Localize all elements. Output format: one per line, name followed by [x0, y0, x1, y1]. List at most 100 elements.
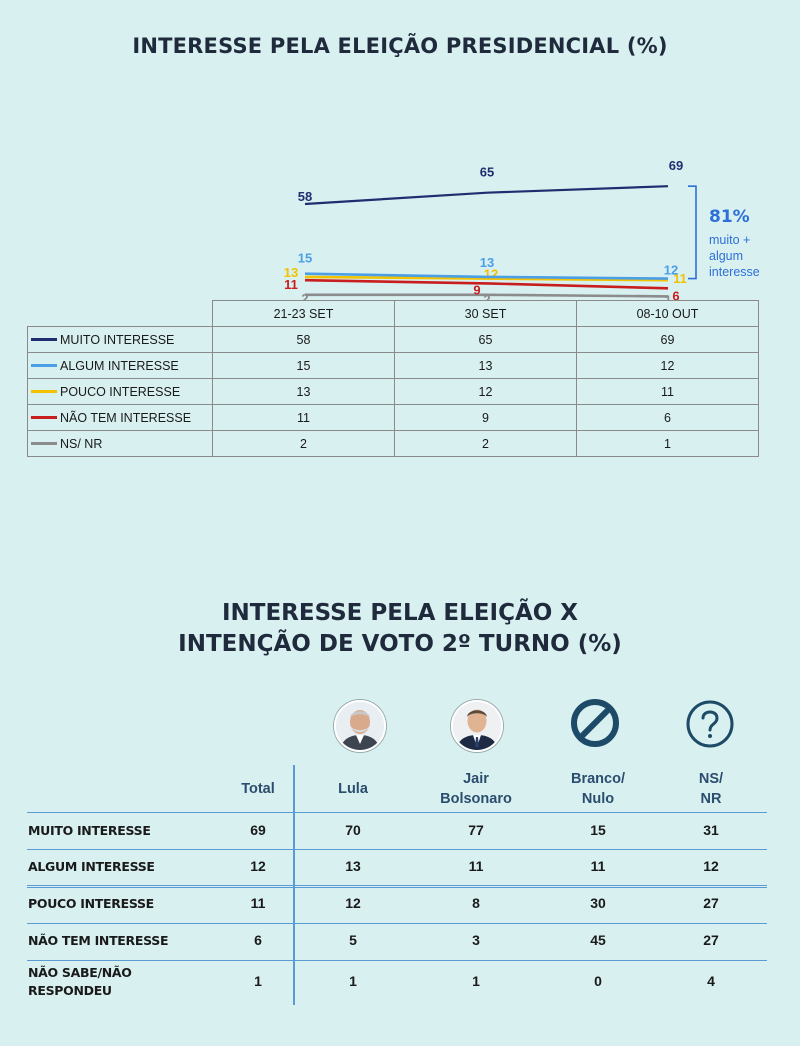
data-label-s2-p2: 13: [480, 255, 494, 270]
table-row-divider: [27, 923, 767, 924]
table-cell: 12: [345, 895, 361, 911]
annotation-bracket: [688, 185, 697, 280]
table-row-label: POUCO INTERESSE: [28, 896, 154, 911]
annotation-value: 81%: [709, 207, 750, 227]
legend-swatch: [31, 441, 57, 445]
series-line-2: [304, 272, 669, 280]
table-cell: 31: [703, 822, 719, 838]
data-table-cell: 12: [576, 352, 759, 379]
data-table-cell: 12: [394, 378, 577, 405]
table-row-divider: [27, 849, 767, 850]
data-label-s5-p3: 1: [664, 292, 671, 300]
legend-swatch: [31, 337, 57, 341]
table-cell: 5: [349, 932, 357, 948]
data-label-s3-p1: 13: [284, 265, 298, 280]
table-column-header: Total: [241, 781, 275, 797]
data-table-row: POUCO INTERESSE 13 12 11: [27, 378, 759, 405]
data-table-row: MUITO INTERESSE 58 65 69: [27, 326, 759, 353]
table-cell: 30: [590, 895, 606, 911]
table-cell: 11: [250, 895, 266, 911]
data-label-s4-p3: 6: [672, 288, 679, 300]
table-title-line-1: INTERESSE PELA ELEIÇÃO X: [221, 600, 579, 626]
series-line-4: [304, 278, 669, 290]
annotation-text-1: muito +: [709, 233, 750, 247]
data-table-cell: 11: [212, 404, 395, 431]
table-cell: 11: [590, 858, 606, 874]
legend-label: POUCO INTERESSE: [60, 384, 181, 399]
data-table-row-header: POUCO INTERESSE: [27, 378, 213, 405]
table-row-label: MUITO INTERESSE: [28, 823, 151, 838]
table-row-divider: [27, 960, 767, 961]
data-label-s5-p1: 2: [301, 291, 308, 300]
table-cell: 11: [468, 858, 484, 874]
data-table-cell: 69: [576, 326, 759, 353]
table-column-header: NS/NR: [698, 771, 724, 807]
data-table-row: ALGUM INTERESSE 15 13 12: [27, 352, 759, 379]
data-table-cell: 13: [394, 352, 577, 379]
table-cell: 69: [250, 822, 266, 838]
data-label-s1-p1: 58: [298, 189, 312, 204]
legend-label: NÃO TEM INTERESSE: [60, 410, 192, 425]
data-table-row: NS/ NR 2 2 1: [27, 430, 759, 457]
table-cell: 15: [590, 822, 606, 838]
data-table-cell: 65: [394, 326, 577, 353]
table-title: INTERESSE PELA ELEIÇÃO X INTENÇÃO DE VOT…: [0, 598, 800, 660]
table-column-header: Branco/Nulo: [571, 771, 625, 807]
data-table-row-header: NS/ NR: [27, 430, 213, 457]
table-cell: 27: [703, 895, 719, 911]
table-title-line-2: INTENÇÃO DE VOTO 2º TURNO (%): [178, 631, 622, 657]
legend-swatch: [31, 363, 57, 367]
table-cell: 6: [254, 932, 262, 948]
table-cell: 3: [472, 932, 480, 948]
data-table-row: NÃO TEM INTERESSE 11 9 6: [27, 404, 759, 431]
data-table-cell: 2: [212, 430, 395, 457]
table-column-header: Lula: [338, 781, 368, 797]
table-cell: 1: [472, 973, 480, 989]
bolsonaro-photo: [451, 700, 503, 752]
data-table-cell: 2: [394, 430, 577, 457]
series-line-5: [305, 293, 669, 298]
annotation-text-2: algum: [709, 249, 743, 263]
table-cell: 0: [594, 973, 602, 989]
data-table-cell: 15: [212, 352, 395, 379]
table-cell: 12: [250, 858, 266, 874]
table-row-divider: [27, 812, 767, 813]
data-table-cell: 9: [394, 404, 577, 431]
prohibited-icon: [570, 698, 620, 748]
table-cell: 13: [345, 858, 361, 874]
data-label-s1-p3: 69: [669, 158, 683, 173]
legend-label: ALGUM INTERESSE: [60, 358, 179, 373]
data-table-column-header: 21-23 SET: [212, 300, 395, 327]
chart-title: INTERESSE PELA ELEIÇÃO PRESIDENCIAL (%): [132, 34, 668, 58]
data-label-s4-p1: 11: [284, 277, 298, 292]
table-row-label: NÃO TEM INTERESSE: [28, 933, 169, 948]
data-label-s3-p3: 11: [673, 271, 687, 286]
table-cell: 1: [349, 973, 357, 989]
data-table-corner: [28, 301, 213, 327]
table-cell: 4: [707, 973, 715, 989]
lula-photo: [334, 700, 386, 752]
legend-label: MUITO INTERESSE: [60, 332, 175, 347]
data-label-s4-p2: 9: [473, 282, 480, 297]
series-line-3: [304, 275, 669, 282]
table-cell: 45: [590, 932, 606, 948]
table-cell: 70: [345, 822, 361, 838]
data-table-row-header: NÃO TEM INTERESSE: [27, 404, 213, 431]
data-table-row-header: MUITO INTERESSE: [27, 326, 213, 353]
table-column-header: Jair Bolsonaro: [440, 771, 512, 807]
data-table-row-header: ALGUM INTERESSE: [27, 352, 213, 379]
table-cell: 8: [472, 895, 480, 911]
table-cell: 27: [703, 932, 719, 948]
question-icon: [685, 699, 735, 749]
data-table-cell: 13: [212, 378, 395, 405]
table-cell: 77: [468, 822, 484, 838]
table-row-label: ALGUM INTERESSE: [28, 859, 155, 874]
data-table-cell: 1: [576, 430, 759, 457]
data-label-s2-p3: 12: [664, 263, 678, 278]
legend-swatch: [31, 389, 57, 393]
table-row-label: NÃO SABE/NÃO RESPONDEU: [28, 965, 132, 998]
data-label-s5-p2: 2: [483, 292, 490, 300]
data-table-header-row: 21-23 SET 30 SET 08-10 OUT: [28, 300, 759, 327]
data-table-column-header: 30 SET: [394, 300, 577, 327]
data-table-cell: 58: [212, 326, 395, 353]
